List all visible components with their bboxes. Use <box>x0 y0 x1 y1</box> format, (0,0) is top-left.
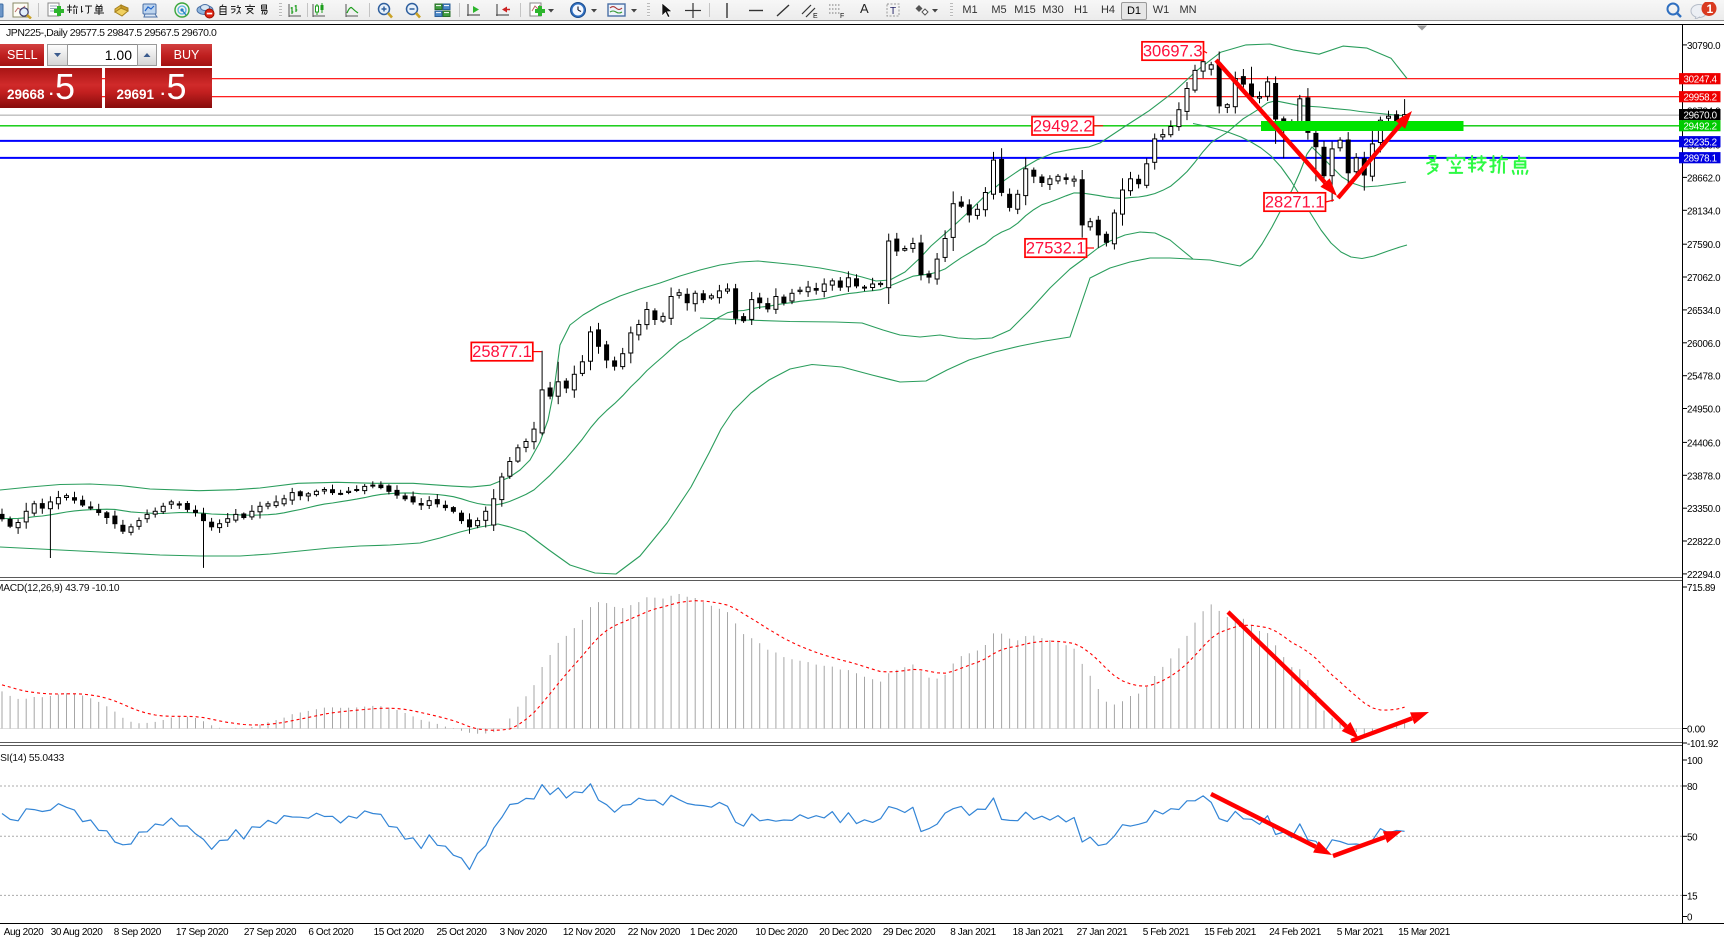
svg-text:29492.2: 29492.2 <box>1684 122 1717 133</box>
svg-text:1 Dec 2020: 1 Dec 2020 <box>690 927 738 938</box>
svg-text:24 Feb 2021: 24 Feb 2021 <box>1269 927 1322 938</box>
svg-text:-101.92: -101.92 <box>1687 739 1718 750</box>
svg-text:5 Mar 2021: 5 Mar 2021 <box>1337 927 1384 938</box>
svg-text:28978.1: 28978.1 <box>1684 154 1717 165</box>
svg-text:Aug 2020: Aug 2020 <box>4 927 44 938</box>
svg-text:27532.1: 27532.1 <box>1026 240 1086 258</box>
svg-text:MACD(12,26,9) 43.79 -10.10: MACD(12,26,9) 43.79 -10.10 <box>0 583 120 594</box>
svg-text:26006.0: 26006.0 <box>1687 339 1721 350</box>
svg-text:22294.0: 22294.0 <box>1687 570 1721 581</box>
svg-text:25877.1: 25877.1 <box>472 343 532 361</box>
svg-text:25478.0: 25478.0 <box>1687 372 1721 383</box>
svg-text:30697.3: 30697.3 <box>1143 43 1203 61</box>
svg-text:10 Dec 2020: 10 Dec 2020 <box>755 927 808 938</box>
svg-text:5 Feb 2021: 5 Feb 2021 <box>1143 927 1190 938</box>
svg-text:30 Aug 2020: 30 Aug 2020 <box>51 927 104 938</box>
svg-text:E: E <box>813 13 818 19</box>
svg-text:26534.0: 26534.0 <box>1687 306 1721 317</box>
svg-text:8 Sep 2020: 8 Sep 2020 <box>114 927 162 938</box>
svg-text:24406.0: 24406.0 <box>1687 438 1721 449</box>
svg-text:23878.0: 23878.0 <box>1687 471 1721 482</box>
svg-text:29 Dec 2020: 29 Dec 2020 <box>883 927 936 938</box>
svg-text:80: 80 <box>1687 782 1698 793</box>
svg-text:15 Oct 2020: 15 Oct 2020 <box>374 927 425 938</box>
svg-text:28134.0: 28134.0 <box>1687 206 1721 217</box>
svg-text:28271.1: 28271.1 <box>1265 194 1325 212</box>
svg-text:27 Sep 2020: 27 Sep 2020 <box>244 927 297 938</box>
svg-text:30790.0: 30790.0 <box>1687 41 1721 52</box>
svg-text:T: T <box>890 6 896 17</box>
svg-text:12 Nov 2020: 12 Nov 2020 <box>563 927 616 938</box>
svg-text:F: F <box>840 13 844 19</box>
svg-text:22 Nov 2020: 22 Nov 2020 <box>628 927 681 938</box>
svg-text:15 Feb 2021: 15 Feb 2021 <box>1204 927 1257 938</box>
svg-text:20 Dec 2020: 20 Dec 2020 <box>819 927 872 938</box>
svg-text:3 Nov 2020: 3 Nov 2020 <box>500 927 548 938</box>
svg-text:RSI(14) 55.0433: RSI(14) 55.0433 <box>0 753 65 764</box>
svg-text:1: 1 <box>1707 2 1714 16</box>
svg-text:29670.0: 29670.0 <box>1684 111 1718 122</box>
svg-text:18 Jan 2021: 18 Jan 2021 <box>1013 927 1064 938</box>
svg-text:15 Mar 2021: 15 Mar 2021 <box>1398 927 1451 938</box>
svg-text:50: 50 <box>1687 832 1698 843</box>
svg-text:22822.0: 22822.0 <box>1687 537 1721 548</box>
svg-text:8 Jan 2021: 8 Jan 2021 <box>950 927 996 938</box>
svg-text:30247.4: 30247.4 <box>1684 75 1718 86</box>
svg-text:15: 15 <box>1687 891 1698 902</box>
svg-text:29492.2: 29492.2 <box>1033 117 1093 135</box>
svg-text:JPN225-,Daily 29577.5 29847.5: JPN225-,Daily 29577.5 29847.5 29567.5 29… <box>6 27 217 39</box>
svg-text:29235.2: 29235.2 <box>1684 138 1717 149</box>
svg-text:29958.2: 29958.2 <box>1684 93 1717 104</box>
svg-text:27590.0: 27590.0 <box>1687 240 1721 251</box>
svg-text:715.89: 715.89 <box>1687 583 1715 594</box>
svg-text:27 Jan 2021: 27 Jan 2021 <box>1077 927 1128 938</box>
svg-text:100: 100 <box>1687 756 1703 767</box>
svg-text:17 Sep 2020: 17 Sep 2020 <box>176 927 229 938</box>
svg-text:24950.0: 24950.0 <box>1687 405 1721 416</box>
svg-text:23350.0: 23350.0 <box>1687 504 1721 515</box>
svg-text:28662.0: 28662.0 <box>1687 173 1721 184</box>
svg-text:6 Oct 2020: 6 Oct 2020 <box>308 927 354 938</box>
svg-text:25 Oct 2020: 25 Oct 2020 <box>436 927 487 938</box>
svg-text:27062.0: 27062.0 <box>1687 273 1721 284</box>
svg-text:0: 0 <box>1687 913 1693 924</box>
svg-text:0.00: 0.00 <box>1687 725 1706 736</box>
